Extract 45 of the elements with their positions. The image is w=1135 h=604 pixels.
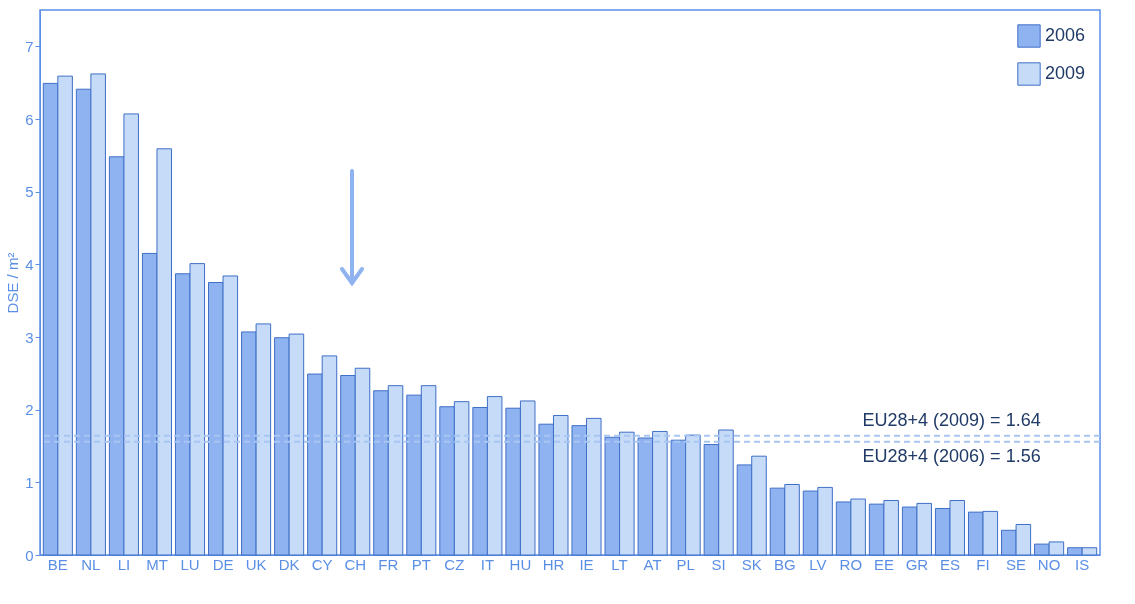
x-tick-label: IT bbox=[480, 555, 495, 573]
x-tick-label: LU bbox=[180, 555, 200, 573]
y-tick-label: 7 bbox=[25, 37, 34, 55]
x-tick-label: BG bbox=[773, 555, 796, 573]
x-tick-label: CH bbox=[344, 555, 367, 573]
x-tick-label: IS bbox=[1075, 555, 1090, 573]
y-tick-label: 5 bbox=[25, 183, 34, 201]
legend-label: 2009 bbox=[1045, 63, 1086, 83]
x-tick-label: DK bbox=[278, 555, 300, 573]
x-tick-label: LI bbox=[117, 555, 131, 573]
x-tick-label: ES bbox=[939, 555, 960, 573]
x-tick-label: HU bbox=[509, 555, 532, 573]
x-tick-label: SK bbox=[741, 555, 762, 573]
x-tick-label: NL bbox=[81, 555, 101, 573]
x-tick-label: UK bbox=[245, 555, 267, 573]
x-tick-label: NO bbox=[1037, 555, 1061, 573]
x-tick-label: CY bbox=[311, 555, 333, 573]
x-tick-label: EE bbox=[873, 555, 894, 573]
y-tick-label: 1 bbox=[25, 473, 34, 491]
y-tick-label: 3 bbox=[25, 328, 34, 346]
x-tick-label: DE bbox=[212, 555, 234, 573]
x-tick-label: PL bbox=[676, 555, 695, 573]
x-tick-label: BE bbox=[47, 555, 68, 573]
y-axis-title: DSE / m² bbox=[4, 252, 22, 314]
ref-line-label: EU28+4 (2006) = 1.56 bbox=[862, 445, 1041, 466]
y-tick-label: 4 bbox=[25, 255, 34, 273]
y-tick-label: 0 bbox=[25, 546, 34, 564]
ref-line-label: EU28+4 (2009) = 1.64 bbox=[862, 409, 1041, 430]
x-tick-label: CZ bbox=[444, 555, 465, 573]
y-tick-label: 2 bbox=[25, 401, 34, 419]
x-tick-label: FI bbox=[976, 555, 990, 573]
x-tick-label: RO bbox=[839, 555, 863, 573]
x-tick-label: LT bbox=[611, 555, 628, 573]
x-tick-label: LV bbox=[809, 555, 827, 573]
x-tick-label: SE bbox=[1006, 555, 1027, 573]
x-tick-label: GR bbox=[905, 555, 929, 573]
x-tick-label: MT bbox=[146, 555, 168, 573]
y-tick-label: 6 bbox=[25, 110, 34, 128]
x-tick-label: FR bbox=[378, 555, 399, 573]
x-tick-label: HR bbox=[542, 555, 565, 573]
x-tick-label: AT bbox=[643, 555, 662, 573]
x-tick-label: SI bbox=[711, 555, 726, 573]
x-tick-label: IE bbox=[579, 555, 594, 573]
x-tick-label: PT bbox=[411, 555, 431, 573]
legend-label: 2006 bbox=[1045, 25, 1086, 45]
